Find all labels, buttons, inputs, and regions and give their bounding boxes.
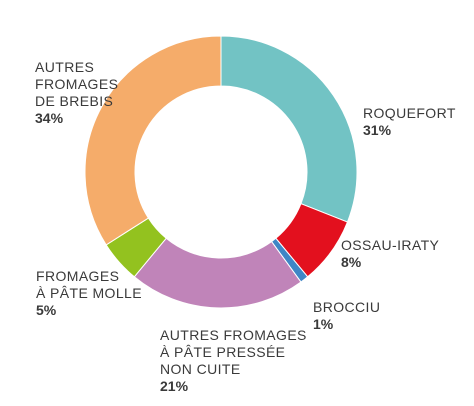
label-brocciu-line-1: BROCCIU [313,299,380,315]
label-fromages-a-pate-molle-line-1: FROMAGES [36,268,119,284]
label-ossau-iraty-line-1: OSSAU-IRATY [341,237,440,253]
label-autres-fromages-a-pate-pressee-non-cuite-line-3: NON CUITE [160,361,241,377]
label-autres-fromages-de-brebis-value: 34% [35,110,64,126]
donut-labels: ROQUEFORT31%OSSAU-IRATY8%BROCCIU1%AUTRES… [35,59,456,394]
slice-autres-fromages-de-brebis [84,35,222,246]
label-autres-fromages-a-pate-pressee-non-cuite-line-2: À PÂTE PRESSÉE [160,344,285,360]
label-autres-fromages-de-brebis-line-3: DE BREBIS [35,93,113,109]
label-roquefort-line-1: ROQUEFORT [363,105,456,121]
label-autres-fromages-a-pate-pressee-non-cuite-line-1: AUTRES FROMAGES [160,327,307,343]
slice-autres-fromages-a-pate-pressee-non-cuite [133,237,302,309]
label-roquefort-value: 31% [363,122,392,138]
label-fromages-a-pate-molle-value: 5% [36,302,57,318]
label-ossau-iraty-value: 8% [341,254,362,270]
slice-roquefort [220,35,358,223]
label-fromages-a-pate-molle-line-2: À PÂTE MOLLE [36,285,142,301]
label-autres-fromages-de-brebis-line-2: FROMAGES [35,76,118,92]
label-autres-fromages-de-brebis-line-1: AUTRES [35,59,94,75]
label-autres-fromages-a-pate-pressee-non-cuite-value: 21% [160,378,189,394]
label-brocciu-value: 1% [313,316,334,332]
donut-slices [84,35,358,309]
